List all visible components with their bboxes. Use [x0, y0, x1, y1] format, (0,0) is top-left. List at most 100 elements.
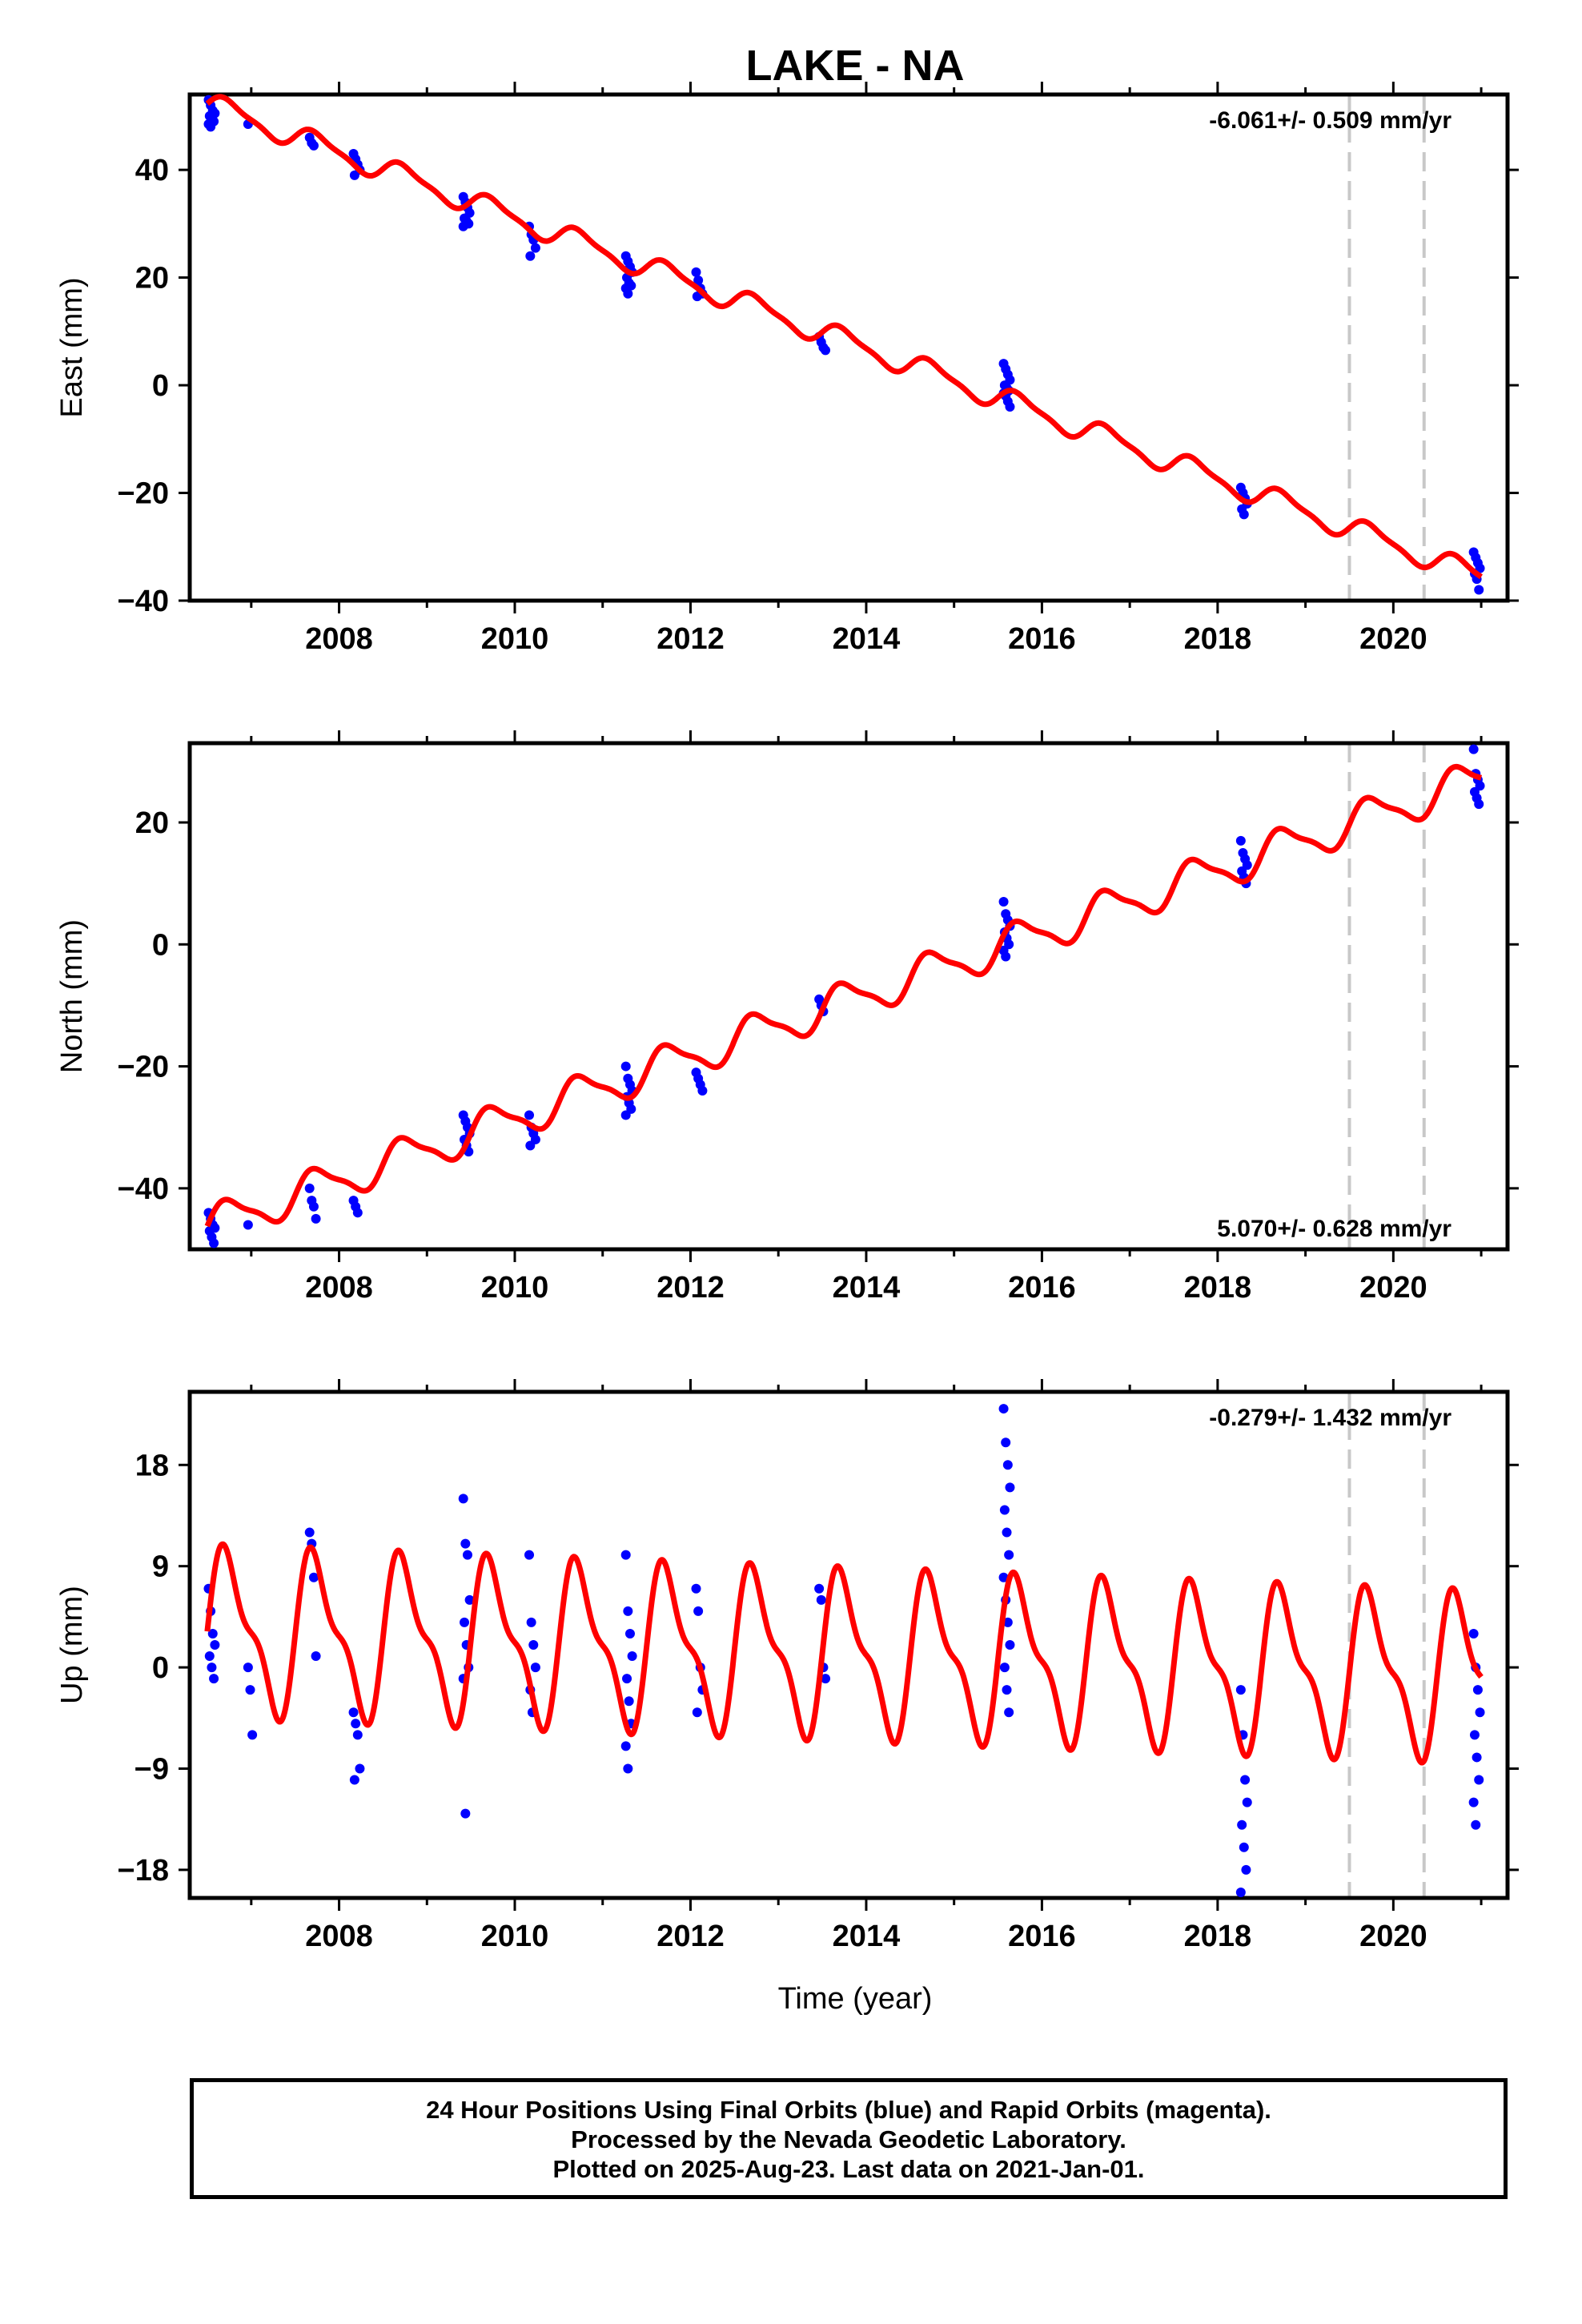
plot-frame — [187, 741, 1510, 1252]
x-tick-label: 2020 — [1359, 622, 1427, 656]
data-point — [624, 1696, 634, 1707]
figure-title: LAKE - NA — [746, 42, 965, 90]
data-point — [1001, 1437, 1011, 1448]
data-point — [525, 1140, 536, 1151]
y-axis-label: North (mm) — [55, 919, 89, 1073]
data-point — [1469, 1730, 1480, 1740]
y-tick-label: −40 — [118, 1172, 169, 1206]
x-tick-label: 2008 — [305, 622, 373, 656]
x-tick-label: 2014 — [833, 622, 901, 656]
data-point — [1001, 951, 1011, 962]
x-tick-label: 2014 — [833, 1271, 901, 1305]
y-tick-label: −9 — [135, 1752, 169, 1786]
rate-label: -0.279+/- 1.432 mm/yr — [1209, 1405, 1452, 1431]
x-tick-label: 2008 — [305, 1271, 373, 1305]
data-point — [349, 1775, 359, 1785]
data-point — [462, 1550, 472, 1560]
data-point — [1235, 1685, 1246, 1695]
data-point — [308, 1572, 319, 1582]
footer-line-2: Processed by the Nevada Geodetic Laborat… — [571, 2125, 1126, 2153]
data-point — [999, 1505, 1010, 1515]
y-tick-label: 0 — [152, 928, 169, 962]
data-point — [530, 243, 540, 253]
data-point — [1004, 1707, 1014, 1718]
data-point — [998, 1572, 1009, 1582]
data-point — [1239, 1842, 1249, 1852]
data-point — [692, 292, 702, 302]
x-tick-label: 2018 — [1184, 1271, 1252, 1305]
data-point — [1468, 1797, 1479, 1807]
panels: 2008 2010 2012 2014 2016 2018 2020−40−2002040E… — [55, 82, 1519, 1953]
plot-frame — [187, 92, 1510, 603]
data-point — [1474, 799, 1484, 810]
data-points — [203, 94, 1485, 595]
data-point — [622, 1674, 632, 1684]
data-point — [243, 1663, 253, 1673]
data-point — [352, 1730, 363, 1740]
model-curve — [204, 763, 1484, 1228]
data-point — [1002, 1460, 1013, 1470]
data-point — [348, 1707, 359, 1718]
data-point — [526, 1617, 536, 1627]
data-point — [308, 1201, 319, 1212]
y-tick-label: 18 — [135, 1449, 169, 1482]
data-point — [821, 345, 831, 356]
plot-frame — [187, 1389, 1510, 1900]
x-tick-label: 2018 — [1184, 1920, 1252, 1953]
y-tick-label: −18 — [118, 1854, 169, 1888]
data-point — [623, 1763, 633, 1774]
data-point — [530, 1663, 540, 1673]
data-point — [1468, 744, 1479, 754]
data-point — [620, 1110, 631, 1120]
data-point — [1471, 1819, 1481, 1830]
data-point — [1472, 1685, 1483, 1695]
data-points — [203, 744, 1485, 1248]
data-point — [210, 1640, 220, 1650]
x-tick-label: 2014 — [833, 1920, 901, 1953]
data-point — [1241, 1864, 1251, 1875]
data-point — [1235, 835, 1246, 846]
data-point — [620, 1550, 631, 1560]
data-point — [821, 1674, 831, 1684]
x-tick-label: 2018 — [1184, 622, 1252, 656]
data-point — [1475, 1707, 1485, 1718]
data-point — [998, 896, 1009, 907]
x-tick-label: 2020 — [1359, 1920, 1427, 1953]
data-point — [1240, 1775, 1251, 1785]
data-point — [1002, 1527, 1012, 1538]
data-point — [1474, 585, 1484, 595]
data-point — [464, 1594, 475, 1605]
data-point — [311, 1651, 321, 1662]
data-point — [525, 251, 536, 261]
y-tick-label: 0 — [152, 369, 169, 403]
data-point — [693, 1606, 704, 1616]
x-tick-label: 2020 — [1359, 1271, 1427, 1305]
x-tick-label: 2010 — [481, 1920, 549, 1953]
data-point — [624, 1628, 635, 1638]
data-point — [691, 267, 701, 277]
x-tick-label: 2008 — [305, 1920, 373, 1953]
data-point — [209, 1674, 219, 1684]
model-curve — [205, 94, 1484, 580]
footer-line-3: Plotted on 2025-Aug-23. Last data on 202… — [552, 2155, 1145, 2183]
y-tick-label: 0 — [152, 1651, 169, 1685]
data-point — [1004, 1550, 1014, 1560]
data-point — [207, 1628, 218, 1638]
data-point — [209, 1238, 219, 1248]
data-point — [207, 1663, 217, 1673]
footer-line-1: 24 Hour Positions Using Final Orbits (bl… — [426, 2096, 1271, 2124]
data-point — [620, 1061, 631, 1072]
data-point — [627, 1651, 637, 1662]
data-point — [304, 1527, 315, 1538]
y-tick-label: −40 — [118, 585, 169, 618]
data-point — [1002, 1685, 1012, 1695]
y-tick-label: −20 — [118, 1051, 169, 1084]
rate-label: 5.070+/- 0.628 mm/yr — [1217, 1216, 1452, 1242]
y-tick-label: 9 — [152, 1550, 169, 1584]
data-point — [245, 1685, 255, 1695]
x-tick-label: 2016 — [1008, 622, 1076, 656]
data-point — [352, 1208, 363, 1218]
data-point — [816, 1594, 826, 1605]
data-point — [623, 1606, 633, 1616]
